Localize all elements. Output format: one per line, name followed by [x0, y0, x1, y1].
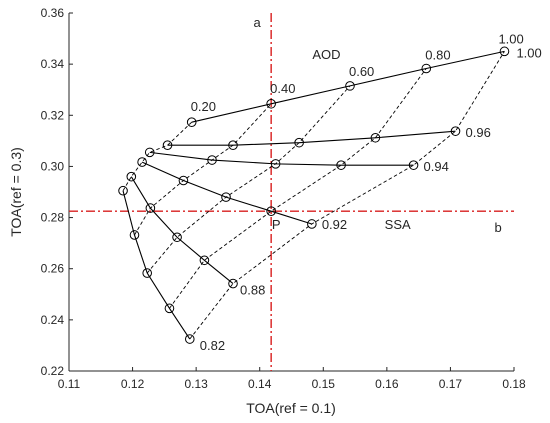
x-tick-label: 0.13 [184, 377, 208, 391]
aod-annotation: AOD [312, 47, 340, 62]
y-tick-label: 0.30 [41, 159, 65, 173]
y-tick-label: 0.22 [41, 364, 65, 378]
ssa-curve [149, 151, 414, 166]
aod-line [146, 85, 351, 274]
reference-line-a-label: a [254, 15, 262, 30]
aod-dashed-lines [122, 51, 505, 340]
ssa-value-label: 0.94 [424, 159, 449, 174]
x-tick-label: 0.11 [58, 377, 81, 391]
lut-point [172, 232, 182, 243]
y-tick-label: 0.24 [41, 313, 65, 327]
y-tick-label: 0.36 [41, 6, 65, 20]
ssa-value-label: 0.82 [200, 338, 225, 353]
x-axis-ticks: 0.11 0.12 0.13 0.14 0.15 0.16 0.17 0.18 [58, 367, 526, 391]
lut-point [118, 185, 128, 196]
x-tick-label: 0.16 [375, 377, 399, 391]
x-tick-label: 0.18 [502, 377, 526, 391]
lut-point [228, 278, 238, 289]
reference-lines [69, 13, 514, 371]
lut-point [184, 334, 195, 344]
lut-point [421, 63, 432, 74]
lut-point [142, 268, 152, 278]
aod-value-label: 0.80 [425, 47, 450, 62]
lut-point [186, 117, 197, 127]
ssa-value-label: 1.00 [516, 45, 541, 60]
y-tick-label: 0.28 [41, 211, 65, 225]
lut-point [164, 303, 175, 314]
ssa-curve [130, 176, 234, 284]
lut-point [270, 159, 281, 169]
ssa-value-label: 0.92 [322, 217, 347, 232]
x-tick-label: 0.15 [312, 377, 336, 391]
y-axis-title: TOA(ref = 0.3) [8, 147, 24, 237]
plot-frame [68, 13, 514, 372]
ssa-value-label: 0.88 [240, 283, 265, 298]
y-tick-label: 0.26 [41, 262, 65, 276]
ssa-curve [122, 190, 191, 340]
ssa-value-label: 0.96 [466, 125, 491, 140]
x-tick-label: 0.14 [248, 377, 272, 391]
y-tick-label: 0.32 [41, 108, 65, 122]
lut-point [345, 81, 355, 91]
lut-point [129, 230, 140, 240]
aod-value-label: 0.40 [270, 81, 295, 96]
lut-point [126, 171, 137, 182]
y-axis-ticks: 0.22 0.24 0.26 0.28 0.30 0.32 0.34 0.36 [41, 6, 73, 378]
aod-value-label: 0.60 [349, 64, 374, 79]
x-tick-label: 0.17 [439, 377, 463, 391]
lut-point [207, 155, 217, 165]
lut-point [266, 206, 276, 216]
lut-point [221, 192, 231, 202]
lut-point [336, 160, 346, 170]
aod-line [134, 103, 272, 236]
lut-point [137, 157, 147, 167]
lut-point [144, 147, 155, 158]
lut-markers [118, 46, 510, 344]
lut-point [145, 203, 156, 213]
lut-point [228, 140, 238, 151]
aod-line [122, 121, 193, 191]
aod-value-label: 1.00 [498, 31, 523, 46]
lut-point [450, 126, 461, 136]
lut-point [408, 160, 419, 170]
ssa-curve [141, 161, 313, 225]
ssa-curve [167, 130, 456, 146]
point-p-label: P [272, 217, 281, 232]
aod-value-label: 0.20 [191, 99, 216, 114]
ssa-annotation: SSA [385, 217, 411, 232]
x-tick-label: 0.12 [121, 377, 145, 391]
lut-point [199, 255, 210, 266]
y-tick-label: 0.34 [41, 57, 65, 71]
lut-point [178, 175, 189, 186]
ssa-curve [191, 50, 505, 123]
aod-line [189, 51, 505, 340]
lut-point [307, 219, 317, 229]
lut-point [266, 98, 276, 109]
x-axis-title: TOA(ref = 0.1) [246, 400, 336, 416]
lut-point [162, 140, 173, 151]
aod-line [169, 68, 427, 309]
ssa-solid-lines [122, 50, 505, 340]
lut-point [294, 137, 304, 148]
reference-line-b-label: b [494, 220, 501, 235]
lut-point [499, 46, 510, 57]
annotation-labels: 0.82 0.88 0.92 0.94 0.96 1.00 0.20 0.40 0.60 0.80… [191, 15, 542, 353]
lut-point [370, 132, 381, 143]
